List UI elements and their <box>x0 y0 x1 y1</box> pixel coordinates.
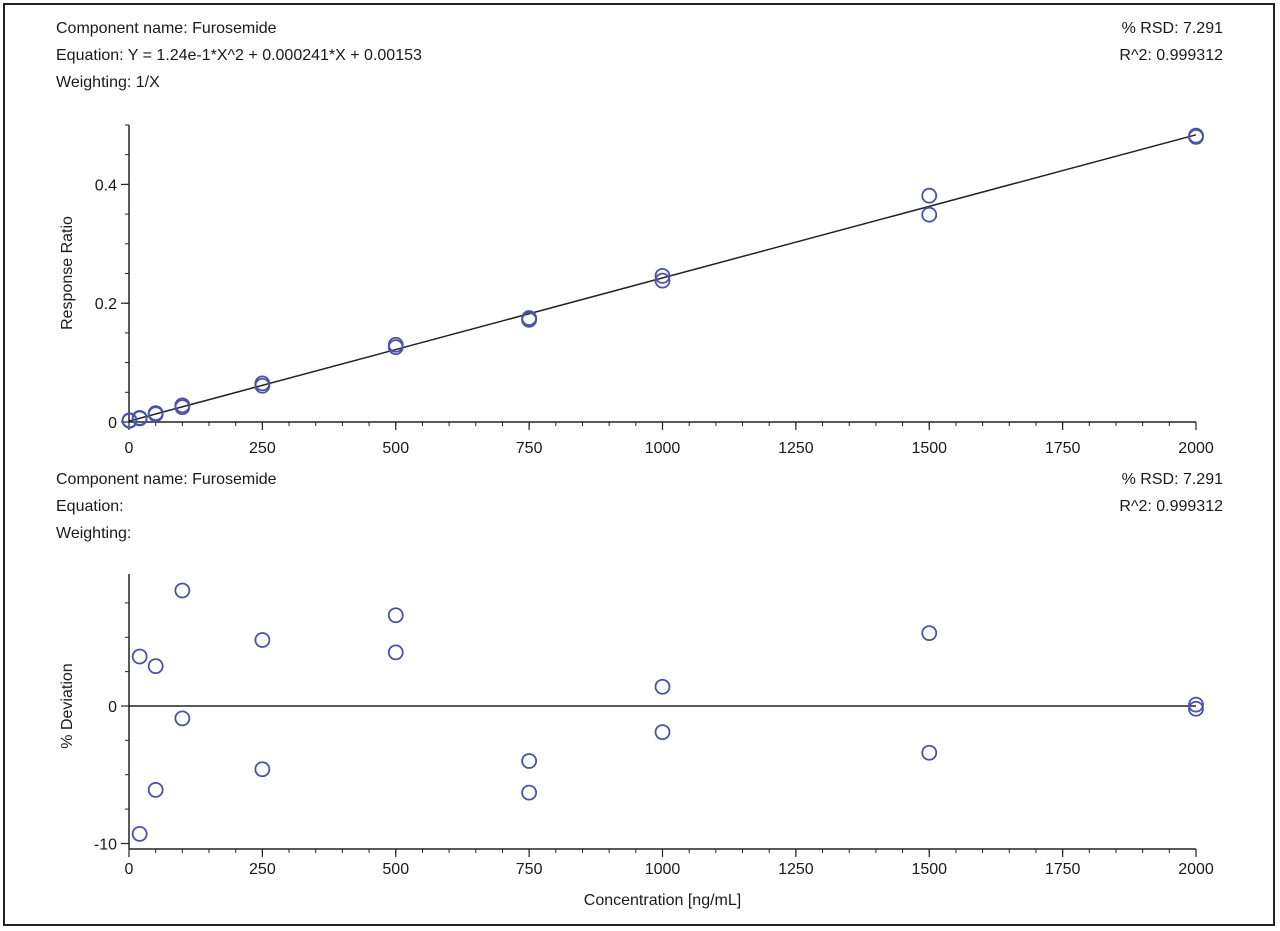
bottom-weighting: Weighting: <box>56 525 132 542</box>
top-data-point <box>921 187 938 204</box>
top-rsd: % RSD: 7.291 <box>1121 20 1223 37</box>
top-data-point <box>174 397 191 414</box>
bottom-data-point <box>521 784 538 801</box>
bottom-x-tick-label: 250 <box>249 861 276 878</box>
top-data-point <box>1188 127 1204 144</box>
bottom-data-point <box>654 678 671 695</box>
bottom-component-name: Component name: Furosemide <box>56 471 277 488</box>
top-weighting: Weighting: 1/X <box>56 74 160 91</box>
top-data-point <box>147 405 164 421</box>
top-y-tick-label: 0.4 <box>95 177 117 194</box>
top-y-tick-label: 0 <box>108 415 117 432</box>
bottom-data-point <box>147 658 164 675</box>
top-x-tick-label: 500 <box>382 440 409 457</box>
bottom-data-point <box>254 632 271 648</box>
bottom-x-tick-label: 0 <box>125 861 134 878</box>
top-data-point <box>387 336 404 353</box>
bottom-data-point <box>521 753 538 769</box>
top-x-tick-label: 1500 <box>911 440 947 457</box>
top-x-tick-label: 1000 <box>645 440 681 457</box>
bottom-x-tick-label: 1500 <box>911 861 947 878</box>
bottom-data-point <box>131 825 148 842</box>
top-data-point <box>521 310 538 326</box>
bottom-x-tick-label: 1250 <box>778 861 814 878</box>
bottom-data-point <box>654 724 671 741</box>
top-data-point <box>131 409 148 426</box>
top-plot: 0 0.2 0.4 0 250 500 750 1000 1250 1500 1750 2000 Res… <box>59 124 1214 457</box>
bottom-data-point <box>174 710 191 727</box>
top-x-tick-label: 750 <box>516 440 543 457</box>
bottom-x-axis-title: Concentration [ng/mL] <box>584 892 741 909</box>
top-r-squared: R^2: 0.999312 <box>1119 47 1223 64</box>
bottom-x-tick-label: 2000 <box>1178 861 1214 878</box>
bottom-y-axis-title: % Deviation <box>59 663 76 748</box>
bottom-data-point <box>921 625 938 642</box>
bottom-data-point <box>921 744 938 761</box>
bottom-y-tick-label: -10 <box>94 837 117 854</box>
bottom-data-point <box>1188 700 1204 717</box>
bottom-plot: -10 0 0 250 500 750 1000 1250 1500 1750 2000 % Devi… <box>59 574 1214 909</box>
bottom-data-point <box>147 781 164 798</box>
top-data-point <box>121 412 138 429</box>
top-x-tick-label: 250 <box>249 440 276 457</box>
bottom-data-point <box>1188 696 1204 713</box>
top-x-tick-label: 1750 <box>1045 440 1081 457</box>
top-data-point <box>654 267 671 284</box>
chart-frame <box>3 3 1275 926</box>
top-x-tick-label: 0 <box>125 440 134 457</box>
top-data-point <box>654 272 671 289</box>
bottom-rsd: % RSD: 7.291 <box>1121 471 1223 488</box>
top-x-tick-label: 2000 <box>1178 440 1214 457</box>
top-data-point <box>254 375 271 392</box>
bottom-x-tick-label: 1750 <box>1045 861 1081 878</box>
bottom-r-squared: R^2: 0.999312 <box>1119 498 1223 515</box>
top-equation: Equation: Y = 1.24e-1*X^2 + 0.000241*X +… <box>56 47 422 64</box>
bottom-data-point <box>387 607 404 624</box>
bottom-equation: Equation: <box>56 498 124 515</box>
bottom-data-point <box>387 644 404 661</box>
top-y-axis-title: Response Ratio <box>59 216 76 330</box>
bottom-data-point <box>174 582 191 599</box>
bottom-x-tick-label: 500 <box>382 861 409 878</box>
top-y-tick-label: 0.2 <box>95 296 117 313</box>
top-component-name: Component name: Furosemide <box>56 20 277 37</box>
bottom-x-tick-label: 750 <box>516 861 543 878</box>
bottom-x-tick-label: 1000 <box>645 861 681 878</box>
bottom-y-tick-label: 0 <box>108 699 117 716</box>
bottom-data-point <box>131 648 148 665</box>
top-data-point <box>921 206 938 223</box>
bottom-data-point <box>254 761 271 778</box>
top-x-tick-label: 1250 <box>778 440 814 457</box>
top-fit-line <box>128 134 1197 422</box>
